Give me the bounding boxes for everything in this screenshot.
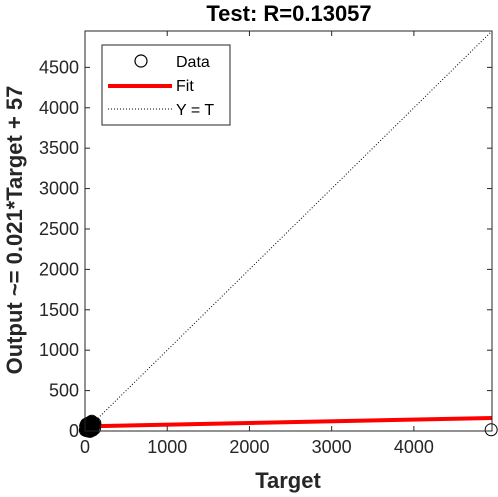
- y-tick-label: 1500: [39, 300, 79, 320]
- y-tick-label: 4500: [39, 57, 79, 77]
- y-tick-label: 3500: [39, 138, 79, 158]
- x-axis-label: Target: [255, 468, 321, 493]
- plot-area-border: [84, 30, 493, 432]
- chart-title: Test: R=0.13057: [206, 1, 371, 26]
- legend-entry-fit: Fit: [176, 78, 194, 95]
- x-tick-label: 1000: [147, 437, 187, 457]
- fit-line: [84, 415, 493, 429]
- y-tick-label: 2500: [39, 219, 79, 239]
- data-point: [484, 423, 498, 437]
- legend-entry-identity: Y = T: [176, 102, 214, 119]
- legend-entry-data: Data: [176, 54, 210, 71]
- y-tick-label: 2000: [39, 259, 79, 279]
- legend-data-marker-icon: [134, 54, 148, 68]
- y-tick-label: 1000: [39, 340, 79, 360]
- legend: Data Fit Y = T: [101, 44, 231, 126]
- identity-line: [84, 30, 493, 432]
- data-point: [82, 416, 96, 430]
- y-axis-label: Output ~= 0.021*Target + 57: [2, 86, 27, 375]
- y-tick-label: 500: [49, 381, 79, 401]
- data-point: [85, 414, 99, 428]
- x-tick-label: 3000: [312, 437, 352, 457]
- x-tick-label: 0: [80, 437, 90, 457]
- y-tick-label: 3000: [39, 179, 79, 199]
- x-tick-label: 2000: [229, 437, 269, 457]
- y-tick-label: 0: [69, 421, 79, 441]
- x-tick-label: 4000: [394, 437, 434, 457]
- y-tick-label: 4000: [39, 98, 79, 118]
